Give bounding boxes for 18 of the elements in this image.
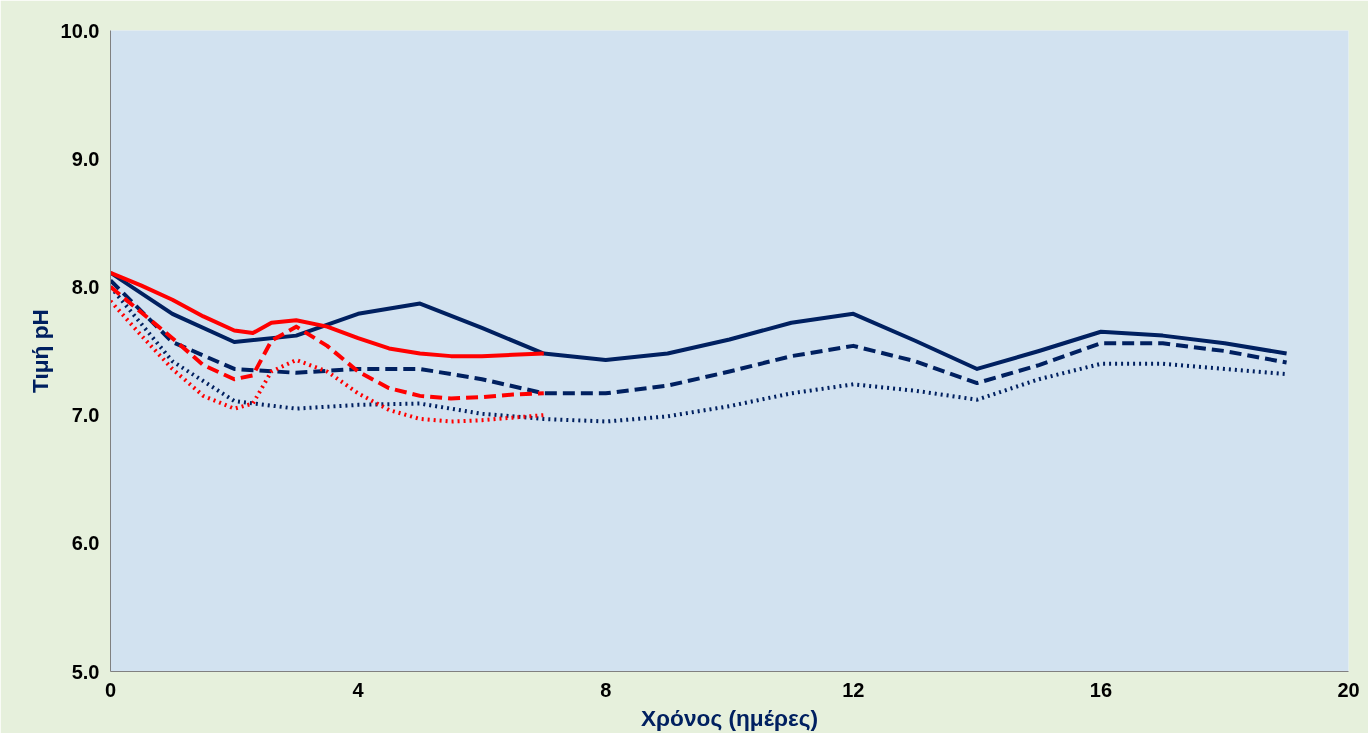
y-tick-label: 6.0: [71, 532, 100, 555]
line-series: [110, 278, 1289, 396]
line-series: [110, 270, 546, 359]
line-series: [110, 284, 546, 401]
x-tick-label: 20: [1337, 678, 1360, 701]
x-axis-title: Χρόνος (ημέρες): [640, 704, 819, 731]
y-tick-label: 10.0: [60, 19, 100, 42]
y-tick-label: 5.0: [71, 660, 100, 683]
x-tick-label: 4: [352, 678, 365, 701]
x-tick-label: 12: [842, 678, 865, 701]
x-tick-label: 8: [600, 678, 612, 701]
x-tick-label: 16: [1089, 678, 1113, 701]
line-series: [110, 299, 546, 424]
x-tick-label: 0: [104, 678, 117, 701]
y-axis-title: Τιμή pH: [26, 309, 53, 393]
y-tick-label: 7.0: [71, 404, 100, 427]
y-tick-label: 8.0: [71, 275, 100, 298]
y-tick-label: 9.0: [71, 147, 100, 170]
